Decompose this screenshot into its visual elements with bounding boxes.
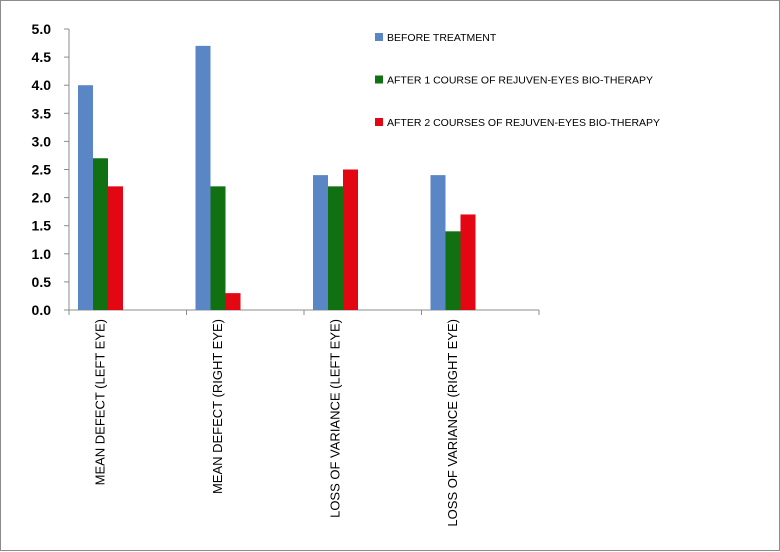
y-tick-label: 5.0	[32, 21, 52, 37]
legend-swatch	[375, 75, 383, 84]
bar	[93, 158, 108, 310]
legend-swatch	[375, 118, 383, 126]
category-label: MEAN DEFECT (LEFT EYE)	[93, 319, 108, 485]
y-tick-label: 1.5	[32, 218, 52, 234]
y-tick-label: 3.5	[32, 105, 52, 121]
bar	[460, 214, 476, 310]
legend-label: AFTER 1 COURSE OF REJUVEN-EYES BIO-THERA…	[387, 75, 653, 87]
bar	[328, 186, 343, 310]
y-tick-labels: 0.0 0.5 1.0 1.5 2.0 2.5 3.0 3.5 4.0 4.5 5.0	[32, 21, 52, 318]
category-label: MEAN DEFECT (RIGHT EYE)	[210, 319, 225, 494]
y-tick-label: 2.0	[32, 190, 52, 206]
bar	[210, 186, 226, 310]
legend-swatch	[375, 33, 383, 41]
category-label: LOSS OF VARIANCE (LEFT EYE)	[328, 319, 343, 518]
y-tick-label: 1.0	[32, 246, 52, 262]
bar	[108, 186, 123, 310]
y-tick-label: 4.5	[32, 49, 52, 65]
bar	[313, 175, 328, 310]
legend-label: BEFORE TREATMENT	[387, 32, 497, 44]
category-labels: MEAN DEFECT (LEFT EYE) MEAN DEFECT (RIGHT…	[93, 319, 461, 527]
bar	[445, 231, 461, 310]
bar	[195, 45, 211, 311]
y-tick-label: 0.0	[32, 302, 52, 318]
bars	[78, 45, 476, 311]
bar	[430, 175, 446, 310]
y-tick-label: 0.5	[32, 274, 52, 290]
category-label: LOSS OF VARIANCE (RIGHT EYE)	[445, 319, 460, 527]
legend-label: AFTER 2 COURSES OF REJUVEN-EYES BIO-THER…	[387, 117, 660, 129]
y-tick-label: 2.5	[32, 162, 52, 178]
bar	[78, 85, 93, 310]
bar	[343, 169, 358, 310]
y-tick-label: 3.0	[32, 133, 52, 149]
bar	[225, 293, 241, 310]
y-tick-label: 4.0	[32, 77, 52, 93]
legend: BEFORE TREATMENT AFTER 1 COURSE OF REJUVE…	[375, 32, 660, 129]
